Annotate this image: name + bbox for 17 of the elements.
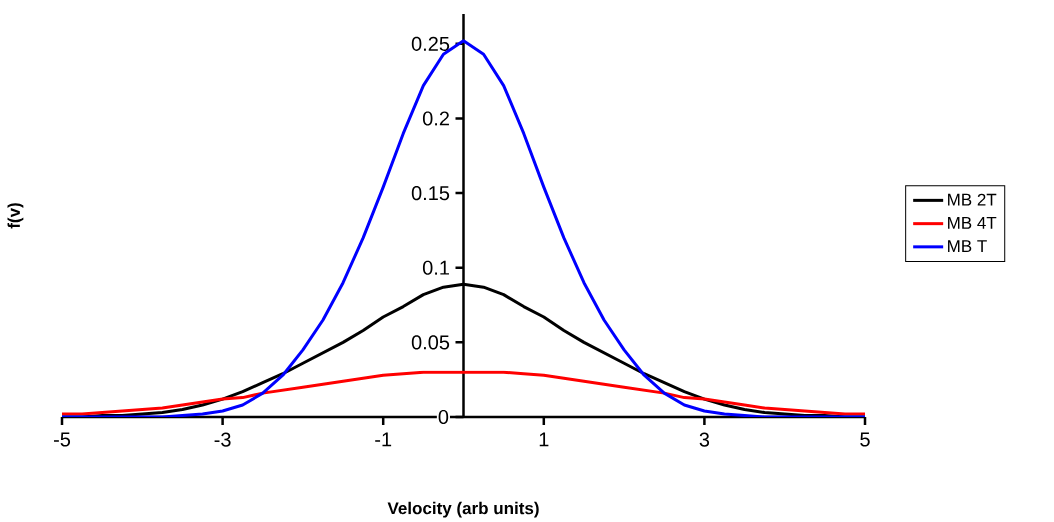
y-tick-label: 0.1 <box>422 260 449 275</box>
legend-label: MB T <box>948 240 987 252</box>
x-tick-label: 1 <box>539 432 549 447</box>
x-tick-label: 5 <box>860 432 870 447</box>
legend-label: MB 2T <box>948 193 997 206</box>
y-tick-label: 0.25 <box>411 36 450 51</box>
y-tick-label: 0.05 <box>411 335 450 350</box>
legend-label: MB 4T <box>948 217 997 229</box>
x-tick-label: -1 <box>375 432 392 447</box>
x-axis-title: Velocity (arb units) <box>387 501 539 518</box>
x-tick-label: 3 <box>699 432 710 447</box>
y-tick-label: 0 <box>438 409 449 425</box>
y-tick-label: 0.15 <box>411 186 450 201</box>
x-tick-label: -3 <box>214 432 231 447</box>
y-axis-title: f(v) <box>7 203 24 229</box>
y-tick-label: 0.2 <box>422 111 449 126</box>
x-tick-label: -5 <box>54 432 71 447</box>
